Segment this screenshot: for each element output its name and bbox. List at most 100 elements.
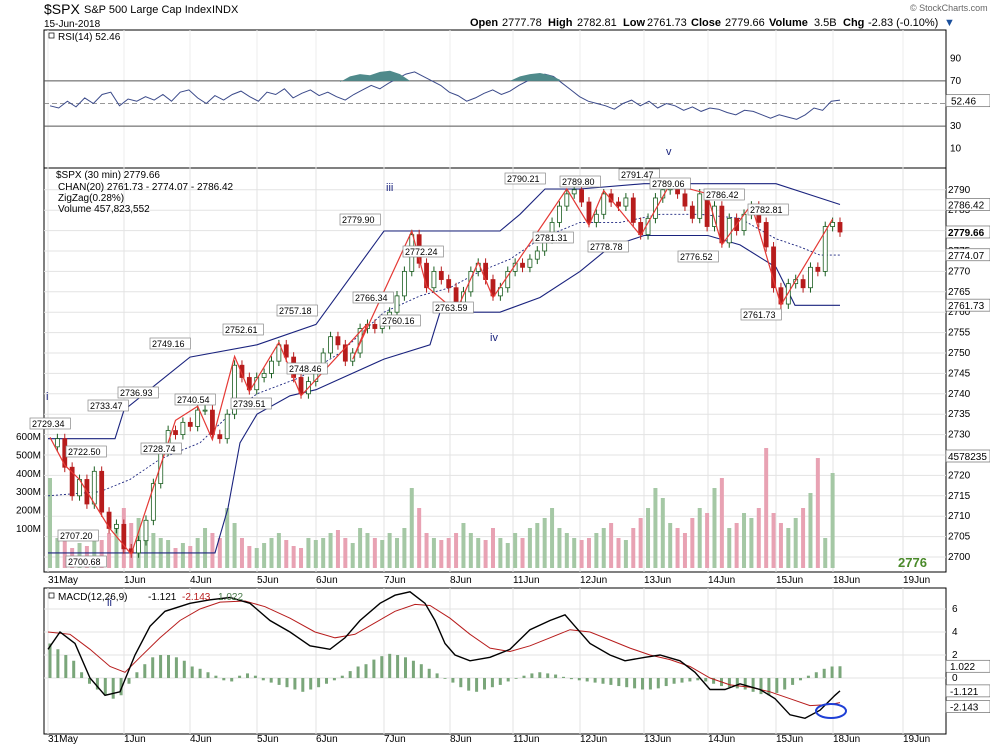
pivot-label: 2782.81 bbox=[750, 205, 783, 215]
macd-histogram-bar bbox=[167, 655, 170, 678]
macd-histogram-bar bbox=[214, 675, 218, 678]
pivot-label: 2786.42 bbox=[706, 190, 739, 200]
candle-body bbox=[571, 189, 577, 195]
candle-body bbox=[121, 523, 127, 550]
x-tick-label: 12Jun bbox=[580, 575, 607, 586]
candle-body bbox=[601, 193, 607, 215]
rsi-panel-frame bbox=[43, 29, 947, 169]
volume-bar bbox=[631, 528, 636, 568]
volume-bar bbox=[734, 523, 739, 568]
macd-histogram-bar bbox=[688, 678, 692, 682]
volume-bar bbox=[601, 528, 606, 568]
volume-bar bbox=[232, 523, 237, 568]
chart-date: 15-Jun-2018 bbox=[44, 19, 101, 30]
x-tick-label: 15Jun bbox=[776, 734, 803, 744]
macd-histogram-bar bbox=[364, 664, 368, 678]
macd-histogram-bar bbox=[830, 666, 834, 678]
candle-body bbox=[335, 336, 341, 346]
macd-signal-line bbox=[47, 600, 841, 707]
macd-histogram-bar bbox=[332, 678, 336, 681]
macd-tick-label: 4 bbox=[952, 627, 958, 638]
price-tick-label: 2760 bbox=[948, 307, 971, 318]
macd-histogram-bar bbox=[498, 678, 502, 685]
candle-body bbox=[180, 421, 186, 435]
volume-bar bbox=[461, 523, 466, 568]
volume-bar bbox=[446, 538, 451, 568]
macd-histogram-bar bbox=[791, 678, 795, 685]
volume-bar bbox=[513, 533, 518, 568]
macd-histogram-bar bbox=[522, 675, 526, 678]
macd-histogram-bar bbox=[317, 678, 321, 688]
price-tick-label: 2745 bbox=[948, 368, 971, 379]
price-panel-frame bbox=[43, 167, 947, 573]
x-tick-label: 7Jun bbox=[384, 734, 406, 744]
volume-bar bbox=[483, 540, 488, 568]
pivot-label: 2760.16 bbox=[382, 316, 415, 326]
volume-bar bbox=[269, 538, 274, 568]
price-tick-label: 2700 bbox=[948, 552, 971, 563]
macd-histogram-bar bbox=[743, 678, 747, 690]
macd-right-label-box bbox=[945, 659, 990, 673]
candle-body bbox=[195, 409, 201, 427]
volume-bar bbox=[365, 533, 370, 568]
pivot-label: 2749.16 bbox=[152, 339, 185, 349]
macd-right-label-box bbox=[945, 700, 990, 713]
volume-bar bbox=[609, 523, 614, 568]
macd-histogram-bar bbox=[435, 673, 439, 678]
pivot-label-box bbox=[747, 203, 789, 216]
volume-bar bbox=[623, 540, 628, 568]
macd-histogram-bar bbox=[174, 657, 178, 678]
volume-bar bbox=[646, 508, 651, 568]
volume-bar bbox=[417, 508, 422, 568]
volume-bar bbox=[520, 538, 525, 568]
pivot-label-box bbox=[532, 231, 574, 244]
x-tick-label: 11Jun bbox=[513, 734, 540, 744]
chg-value: -2.83 (-0.10%) bbox=[868, 17, 938, 29]
high-value: 2782.81 bbox=[577, 17, 617, 29]
volume-bar bbox=[712, 488, 717, 568]
pivot-label: 2752.61 bbox=[225, 325, 258, 335]
candle-body bbox=[586, 201, 592, 223]
macd-histogram-bar bbox=[427, 668, 431, 678]
volume-bar bbox=[291, 546, 296, 568]
candle-body bbox=[342, 344, 348, 362]
pivot-label: 2791.47 bbox=[621, 170, 654, 180]
candle-body bbox=[726, 217, 732, 244]
pivot-label: 2748.46 bbox=[289, 364, 322, 374]
candle-body bbox=[697, 193, 703, 219]
volume-bar bbox=[328, 533, 333, 568]
price-right-label: 2779.66 bbox=[948, 228, 985, 239]
price-tick-label: 2720 bbox=[948, 470, 971, 481]
macd-legend-hist: 1.022 bbox=[218, 592, 243, 603]
pivot-label: 2707.20 bbox=[60, 531, 93, 541]
volume-bar bbox=[321, 538, 326, 568]
pivot-label-box bbox=[149, 337, 191, 350]
price-tick-label: 2790 bbox=[948, 185, 971, 196]
legend-zigzag: ZigZag(0.28%) bbox=[58, 193, 124, 204]
price-tick-label: 2730 bbox=[948, 430, 971, 441]
price-right-label: 2761.73 bbox=[948, 301, 985, 312]
volume-bar bbox=[771, 513, 776, 568]
volume-bar bbox=[527, 528, 532, 568]
rsi-overbought-fill bbox=[510, 73, 560, 81]
volume-bar bbox=[313, 540, 318, 568]
macd-histogram-bar bbox=[253, 675, 257, 678]
macd-histogram-bar bbox=[735, 678, 739, 689]
volume-bar bbox=[557, 528, 562, 568]
x-tick-label: 1Jun bbox=[124, 575, 146, 586]
pivot-label-box bbox=[703, 188, 745, 201]
index-name: S&P 500 Large Cap Index bbox=[84, 4, 212, 16]
macd-histogram-bar bbox=[380, 656, 384, 678]
macd-histogram-bar bbox=[483, 678, 486, 690]
volume-bar bbox=[151, 533, 156, 568]
candle-body bbox=[830, 222, 836, 227]
exchange: INDX bbox=[212, 4, 239, 16]
volume-bar bbox=[77, 543, 82, 568]
rsi-tick-label: 30 bbox=[950, 121, 962, 132]
volume-bar bbox=[638, 518, 643, 568]
volume-bar bbox=[402, 528, 407, 568]
macd-right-label: -2.143 bbox=[950, 703, 979, 714]
price-tick-label: 2735 bbox=[948, 409, 971, 420]
rsi-legend: RSI(14) 52.46 bbox=[48, 32, 121, 43]
